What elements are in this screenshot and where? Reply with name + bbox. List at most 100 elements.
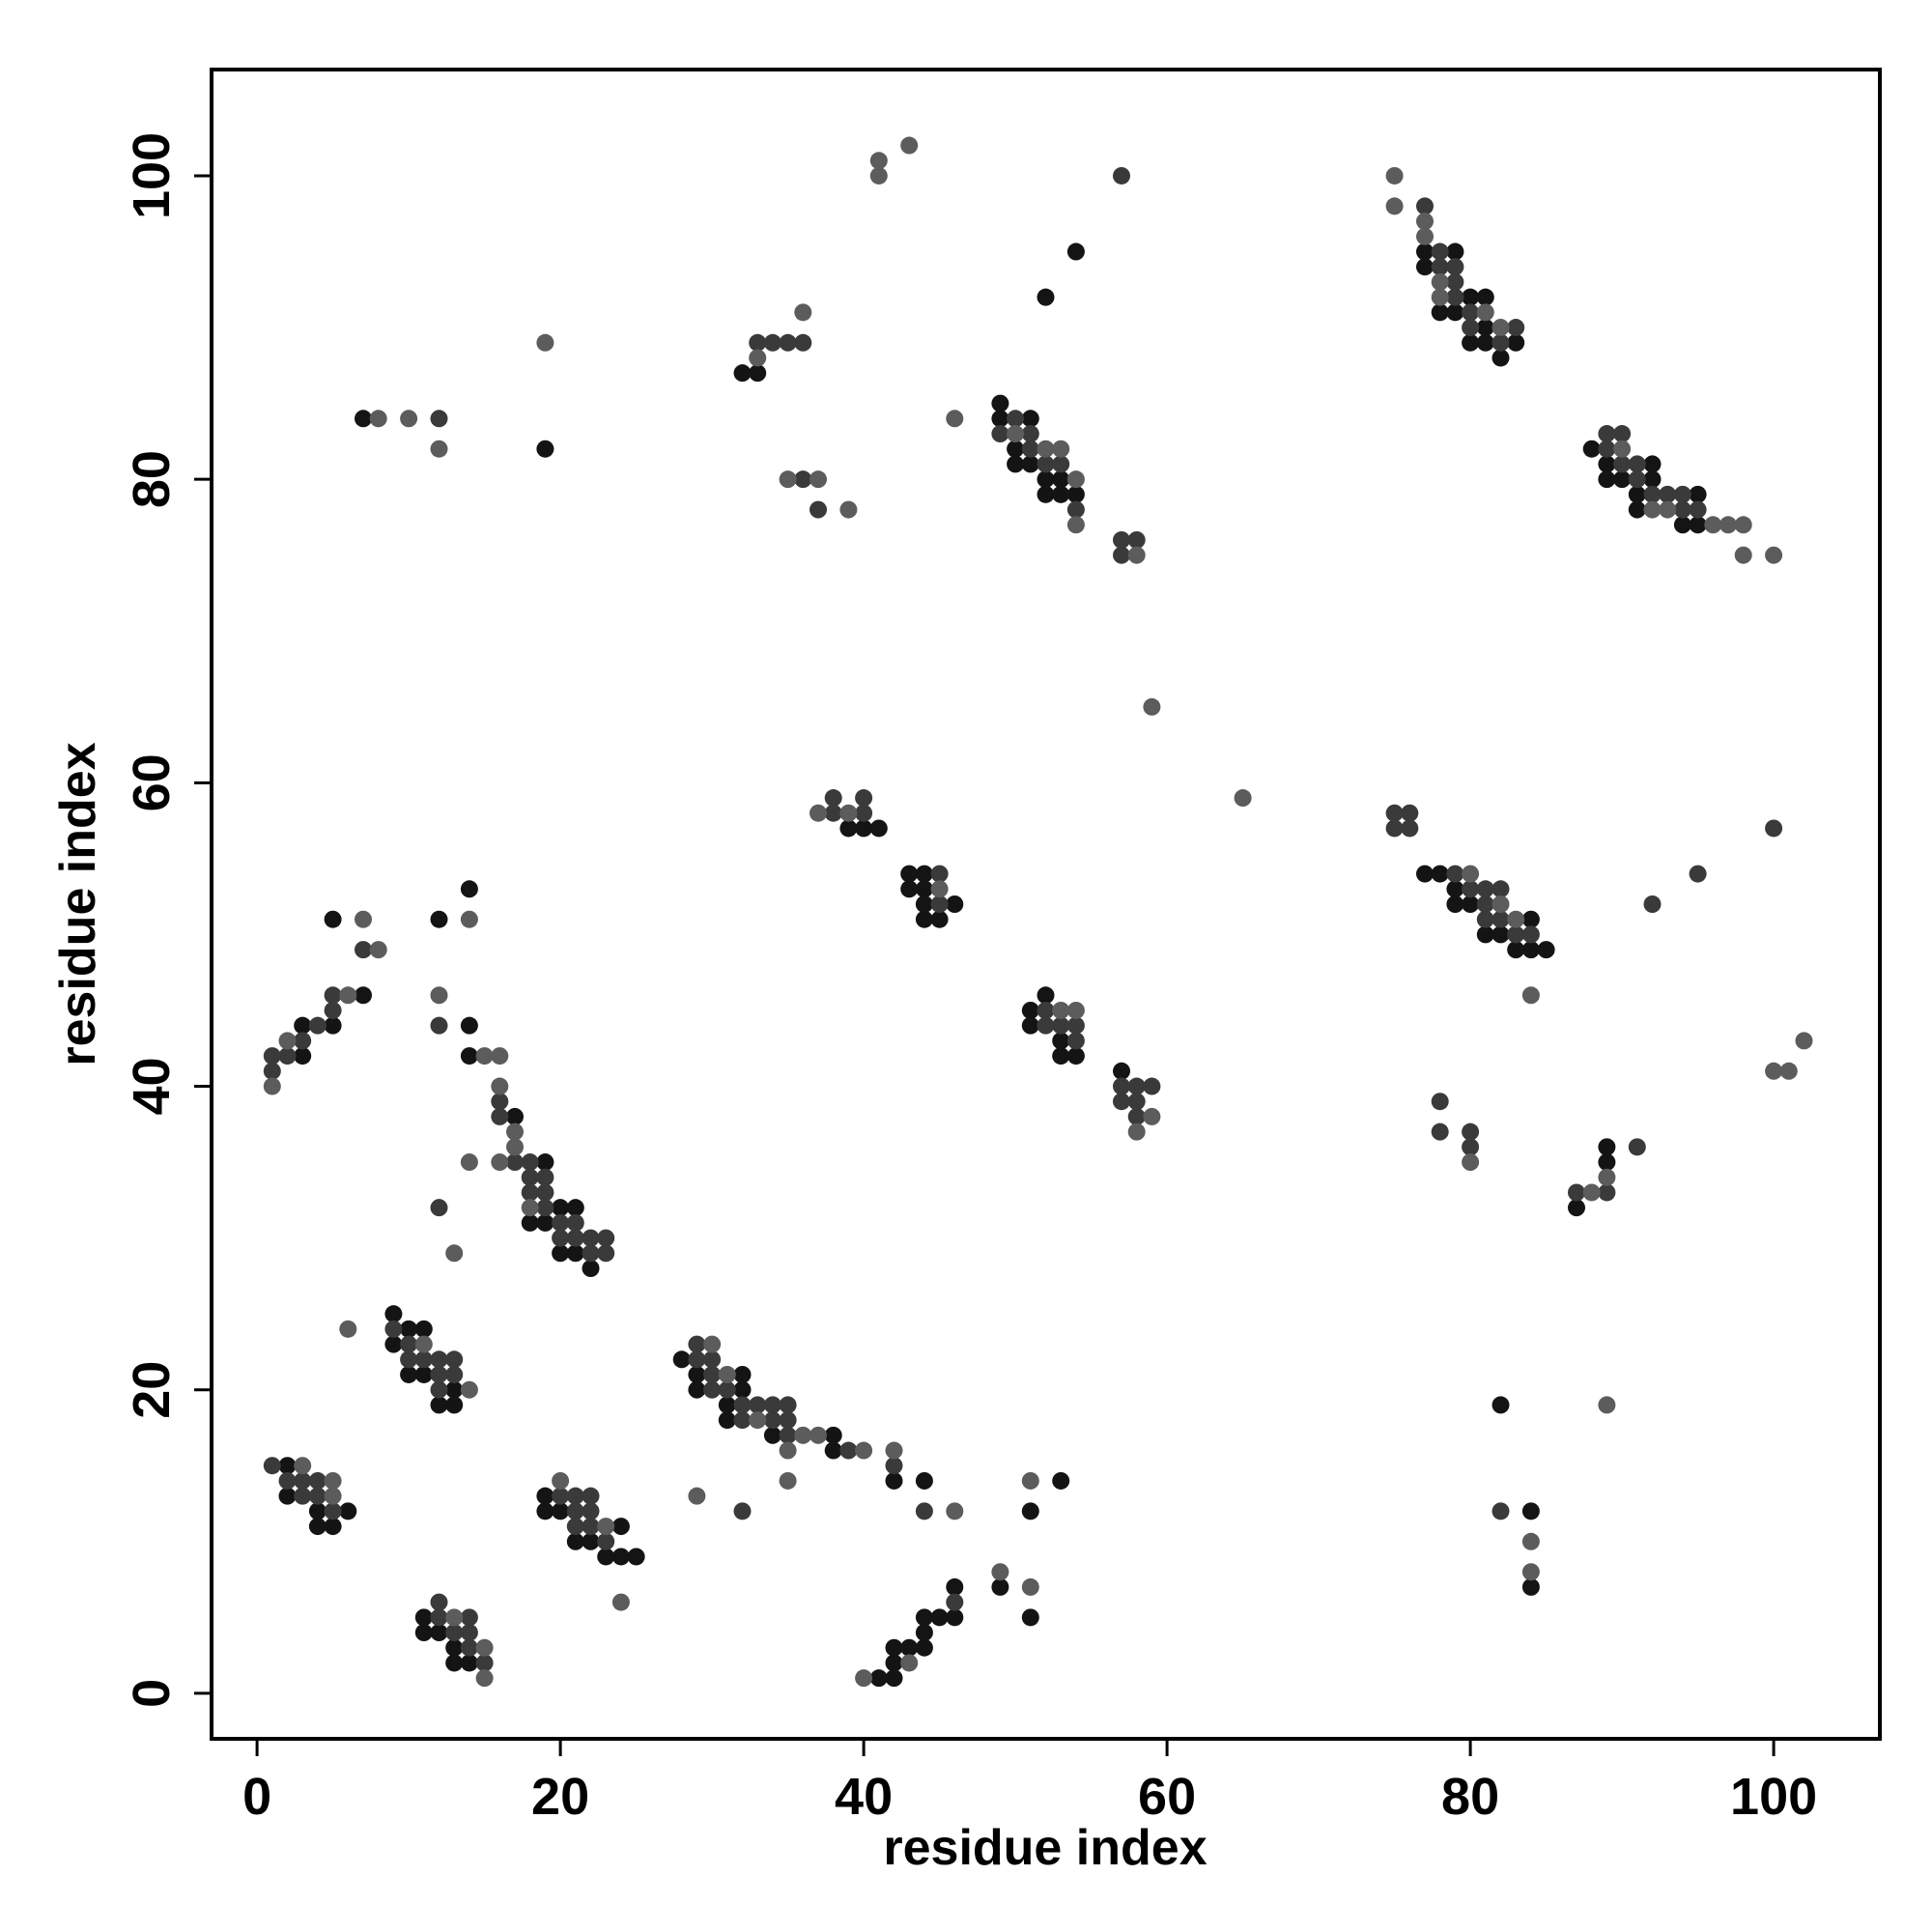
contact-point — [384, 1305, 403, 1323]
contact-point — [1462, 1122, 1480, 1141]
contact-point — [1385, 197, 1404, 215]
contact-point — [915, 910, 933, 928]
contact-point — [1765, 1062, 1783, 1080]
contact-point — [855, 819, 873, 838]
contact-point — [566, 1213, 584, 1232]
contact-point — [1568, 1199, 1585, 1217]
contact-point — [1628, 470, 1646, 489]
contact-point — [552, 1244, 570, 1263]
contact-point — [1127, 1093, 1146, 1111]
contact-point — [308, 1471, 327, 1490]
contact-point — [582, 1487, 600, 1505]
contact-point — [1462, 895, 1480, 913]
contact-point — [414, 1320, 433, 1338]
contact-point — [1492, 1502, 1510, 1520]
contact-point — [779, 1471, 797, 1490]
contact-point — [445, 1350, 464, 1369]
contact-point — [400, 1320, 418, 1338]
contact-point — [430, 1624, 448, 1642]
contact-point — [869, 1669, 888, 1688]
contact-point — [1779, 1062, 1798, 1080]
contact-point — [1598, 470, 1616, 489]
x-tick-label: 40 — [835, 1768, 893, 1826]
contact-point — [733, 1502, 752, 1520]
contact-point — [946, 895, 964, 913]
x-tick-label: 0 — [242, 1768, 271, 1826]
x-axis-title: residue index — [883, 1820, 1207, 1876]
contact-point — [1066, 1047, 1085, 1065]
contact-point — [733, 1365, 752, 1383]
contact-point — [733, 1396, 752, 1414]
contact-point — [824, 1426, 842, 1444]
contact-point — [1628, 500, 1646, 519]
contact-point — [566, 1518, 584, 1536]
contact-point — [566, 1244, 584, 1263]
contact-point — [1385, 804, 1404, 822]
contact-point — [1007, 455, 1025, 473]
contact-point — [1521, 1563, 1540, 1581]
contact-point — [1127, 1077, 1146, 1095]
contact-point — [1521, 1532, 1540, 1550]
contact-point — [1052, 1001, 1070, 1019]
contact-point — [733, 364, 752, 383]
contact-point — [1385, 819, 1404, 838]
contact-point — [930, 895, 949, 913]
contact-point — [1066, 1032, 1085, 1050]
contact-point — [1385, 166, 1404, 185]
contact-point — [1462, 880, 1480, 898]
contact-point — [1143, 1077, 1161, 1095]
contact-point — [885, 1471, 903, 1490]
contact-point — [460, 1153, 478, 1172]
contact-point — [1704, 516, 1722, 534]
contact-point — [1127, 530, 1146, 549]
contact-point — [915, 1471, 933, 1490]
contact-point — [278, 1457, 297, 1475]
contact-point — [839, 500, 858, 519]
contact-point — [1628, 485, 1646, 503]
contact-point — [1462, 865, 1480, 883]
contact-point — [1037, 1016, 1055, 1035]
contact-point — [521, 1168, 539, 1186]
contact-point — [930, 910, 949, 928]
contact-point — [1037, 1001, 1055, 1019]
contact-point — [1037, 440, 1055, 458]
contact-point — [1446, 258, 1464, 276]
contact-point — [1416, 242, 1434, 261]
contact-point — [294, 1016, 312, 1035]
contact-point — [688, 1365, 706, 1383]
contact-point — [733, 1411, 752, 1430]
contact-point — [1052, 455, 1070, 473]
contact-point — [1673, 500, 1691, 519]
contact-point — [1462, 1138, 1480, 1156]
contact-point — [339, 986, 357, 1005]
contact-point — [414, 1365, 433, 1383]
contact-point — [855, 1441, 873, 1460]
contact-point — [582, 1244, 600, 1263]
contact-point — [475, 1669, 494, 1688]
contact-point — [324, 986, 342, 1005]
contact-point — [1037, 288, 1055, 306]
contact-point — [1598, 440, 1616, 458]
contact-point — [1021, 410, 1039, 428]
contact-point — [582, 1502, 600, 1520]
contact-point — [1431, 303, 1449, 322]
contact-point — [885, 1669, 903, 1688]
contact-point — [1462, 333, 1480, 352]
contact-point — [749, 364, 767, 383]
contact-point — [1007, 425, 1025, 443]
contact-point — [506, 1122, 524, 1141]
contact-point — [1066, 470, 1085, 489]
contact-point — [506, 1107, 524, 1125]
contact-point — [506, 1138, 524, 1156]
contact-point — [1431, 1093, 1449, 1111]
contact-point — [718, 1365, 736, 1383]
contact-point — [1037, 455, 1055, 473]
contact-point — [900, 880, 919, 898]
contact-point — [536, 1502, 554, 1520]
contact-point — [1689, 485, 1707, 503]
contact-point — [1066, 516, 1085, 534]
contact-point — [794, 1426, 812, 1444]
contact-point — [552, 1229, 570, 1247]
contact-point — [1628, 455, 1646, 473]
y-tick-label: 60 — [123, 753, 181, 811]
